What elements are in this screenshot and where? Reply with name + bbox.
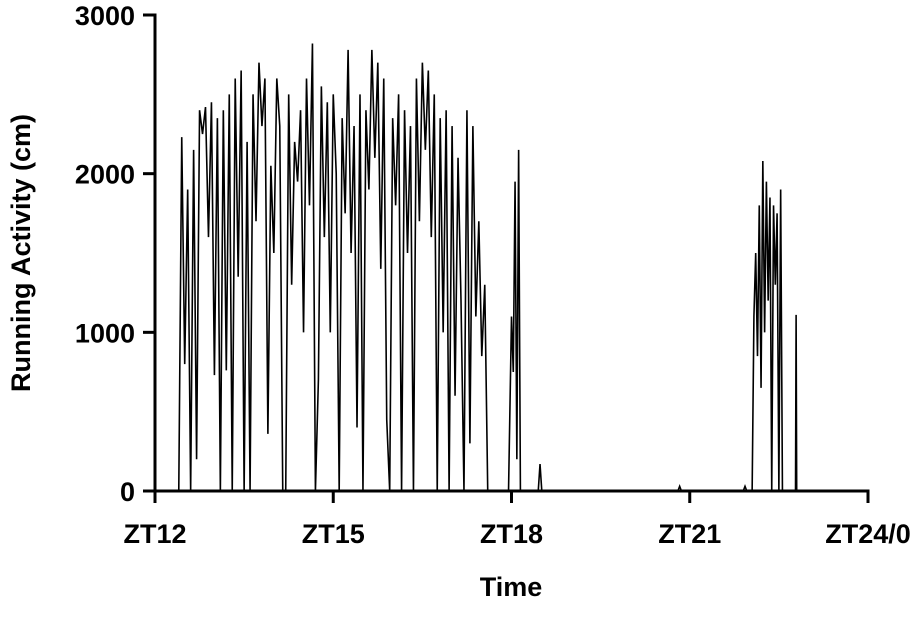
y-tick-label: 2000 bbox=[75, 160, 135, 190]
activity-line bbox=[155, 43, 868, 492]
y-axis-label: Running Activity (cm) bbox=[6, 114, 36, 392]
x-tick-label: ZT12 bbox=[123, 519, 186, 549]
y-tick-label: 1000 bbox=[75, 318, 135, 348]
x-tick-label: ZT21 bbox=[658, 519, 721, 549]
y-tick-label: 0 bbox=[120, 477, 135, 507]
y-tick-label: 3000 bbox=[75, 1, 135, 31]
x-tick-label: ZT18 bbox=[480, 519, 543, 549]
x-tick-label: ZT15 bbox=[302, 519, 365, 549]
x-axis-label: Time bbox=[480, 572, 543, 602]
x-tick-label: ZT24/0 bbox=[825, 519, 911, 549]
